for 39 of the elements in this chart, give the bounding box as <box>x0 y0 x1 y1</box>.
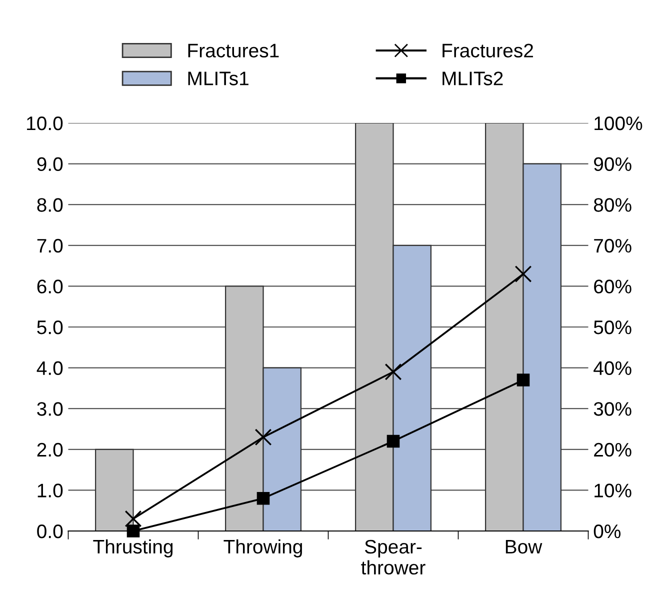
legend-label: Fractures1 <box>188 44 279 58</box>
x-tick-label: Spear- thrower <box>361 540 426 575</box>
y2-tick-label: 40% <box>594 361 632 376</box>
point <box>254 428 272 446</box>
y-tick-label: 3.0 <box>37 402 63 416</box>
legend-label: Fractures2 <box>442 44 533 58</box>
y-tick-label: 1.0 <box>38 484 63 498</box>
y-tick-label: 9.0 <box>37 157 63 172</box>
y-tick-label: 4.0 <box>36 361 63 376</box>
y2-tick-label: 10% <box>594 484 632 498</box>
y2-tick-label: 90% <box>594 157 632 172</box>
legend-label: MLITs1 <box>188 72 248 86</box>
y2-tick-label: 60% <box>594 280 632 294</box>
point <box>124 510 142 528</box>
y2-tick-label: 30% <box>594 402 632 416</box>
x-tick-label: Throwing <box>224 539 302 558</box>
y-tick-label: 2.0 <box>37 442 63 457</box>
y2-tick-label: 100% <box>594 116 642 130</box>
point <box>516 374 530 386</box>
point <box>126 524 140 538</box>
y-tick-label: 10.0 <box>27 116 63 130</box>
point <box>256 492 270 505</box>
y-tick-label: 8.0 <box>37 198 63 212</box>
y-tick-label: 5.0 <box>37 320 63 334</box>
y-tick-label: 0.0 <box>37 524 63 538</box>
y2-tick-label: 80% <box>594 198 632 212</box>
point <box>384 363 402 380</box>
bar <box>94 448 134 531</box>
y2-tick-label: 20% <box>594 442 632 457</box>
y2-tick-label: 50% <box>594 320 632 334</box>
x-tick-label: Thrusting <box>93 539 173 558</box>
y-tick-label: 6.0 <box>37 280 63 294</box>
y2-tick-label: 0% <box>594 524 621 538</box>
legend-label: MLITs2 <box>442 72 503 86</box>
point <box>514 265 532 282</box>
y-tick-label: 7.0 <box>37 238 63 253</box>
x-tick-label: Bow <box>506 540 542 554</box>
y2-tick-label: 70% <box>594 238 632 253</box>
point <box>386 434 400 448</box>
